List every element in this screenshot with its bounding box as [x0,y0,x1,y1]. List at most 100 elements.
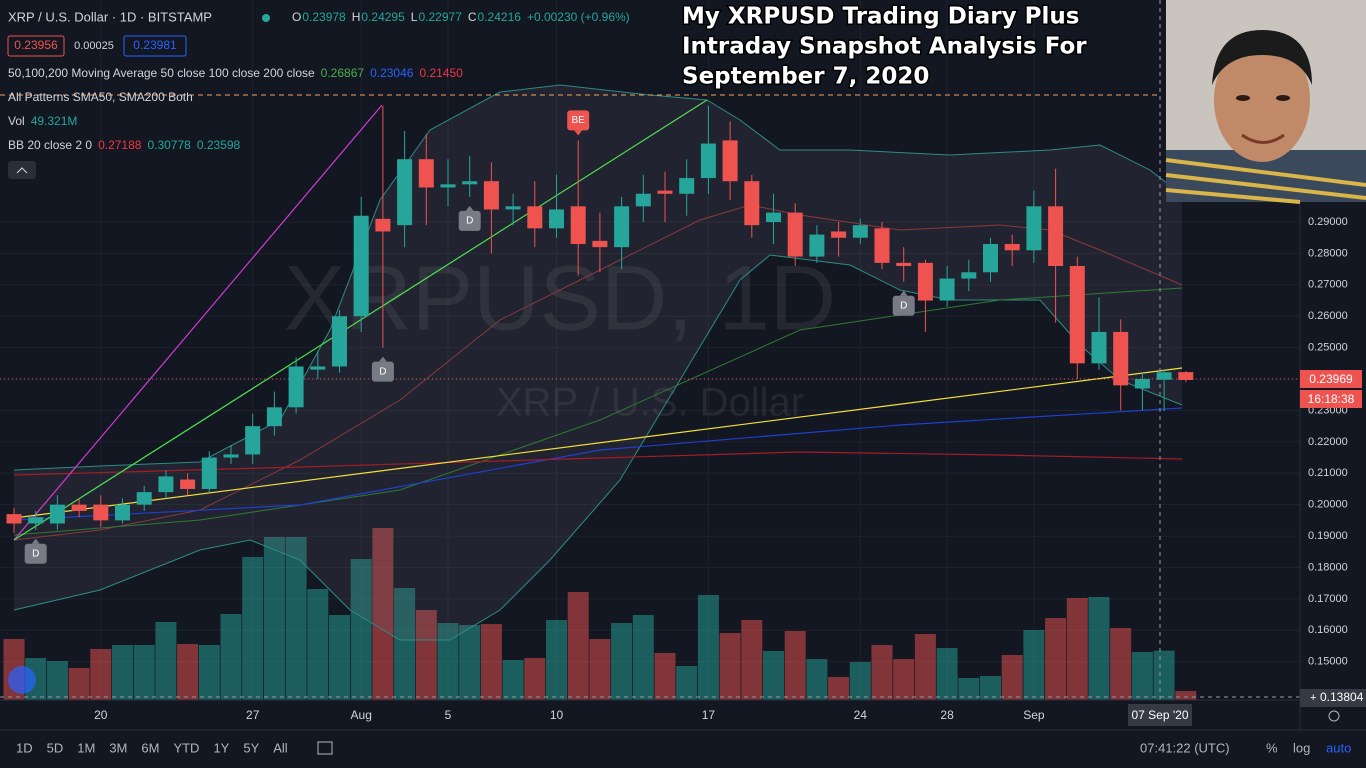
volume-bar [546,620,567,700]
y-tick-label: 0.18000 [1308,561,1348,573]
volume-bar [198,645,220,700]
pattern-marker[interactable] [24,543,47,564]
log-toggle[interactable]: log [1293,740,1310,755]
candle-body [766,212,781,223]
candle-body [1026,206,1042,251]
candle-body [744,181,760,226]
volume-bar [871,645,893,700]
candle-body [614,206,630,248]
candle-body [93,504,109,521]
candle-body [180,479,196,489]
watermark-name: XRP / U.S. Dollar [496,381,804,425]
volume-bar [611,623,633,700]
candle-body [983,244,998,273]
bid-box[interactable] [7,35,65,57]
candle-body [657,190,673,194]
compare-icon[interactable] [317,741,333,755]
watermark-symbol: XRPUSD, 1D [284,247,836,349]
volume-bar [459,625,481,700]
collapse-button[interactable] [8,161,36,179]
pattern-marker[interactable] [567,110,590,131]
candle-body [1113,331,1129,386]
indicator-value: 0.30778 [147,138,191,152]
volume-bar [68,668,90,700]
pattern-label: D [379,366,386,377]
volume-bar [263,537,285,700]
webcam-photo [1165,0,1366,204]
ohlc-value: 0.24216 [478,10,522,24]
bid: 0.23956 [14,38,58,52]
shirt-stripes [1165,158,1366,204]
volume-bar [1066,598,1088,700]
candle-body [266,407,282,427]
y-tick-label: 0.17000 [1308,593,1348,605]
logo[interactable] [8,666,36,694]
ohlc-label: C [468,10,477,24]
volume-bar [589,639,611,700]
range-button[interactable]: 5D [47,740,64,755]
volume-bar [676,666,698,700]
candle-body [440,184,456,188]
y-tick-label: 0.26000 [1308,310,1348,322]
range-button[interactable]: YTD [173,740,199,755]
pattern-label: BE [572,115,586,126]
bollinger-lower [13,254,1183,641]
candle-body [353,215,369,317]
candle-body [136,492,152,505]
volume-bar [632,615,654,700]
ohlc-value: +0.00230 (+0.96%) [527,10,630,24]
volume-bar [90,649,112,700]
pattern-label: D [32,548,39,559]
volume-bar [849,662,871,700]
candle-body [700,143,716,179]
volume-bar [1175,691,1197,700]
candle-body [6,514,22,524]
volume-bar [697,595,719,700]
volume-bar [112,645,133,700]
candle-body [49,504,65,524]
x-tick-label: Sep [1023,708,1045,722]
candle-body [570,206,586,245]
range-button[interactable]: 3M [109,740,127,755]
volume-bar [372,528,394,700]
trendline [13,99,708,541]
range-button[interactable]: 1Y [213,740,229,755]
pattern-label: D [900,300,907,311]
volume-bar [437,623,459,700]
plus[interactable]: + [1310,692,1316,704]
range-button[interactable]: All [273,740,288,755]
range-button[interactable]: 1M [77,740,95,755]
pattern-marker[interactable] [458,210,481,231]
range-button[interactable]: 1D [16,740,33,755]
pattern-label: D [466,216,473,227]
x-tick-label: 27 [246,708,260,722]
volume-bar [719,633,741,700]
volume-bar [763,651,784,700]
volume-bar [1088,597,1110,700]
percent-toggle[interactable]: % [1266,740,1278,755]
candle-body [223,454,239,458]
settings-icon[interactable] [1328,710,1340,722]
volume-bar [329,615,350,700]
candle-body [1004,244,1020,251]
volume-bar [1045,618,1067,700]
candle-body [483,181,499,210]
collapse-icon [16,167,28,174]
indicator-value: 0.26867 [321,66,365,80]
range-button[interactable]: 5Y [243,740,259,755]
pattern-marker[interactable] [371,361,394,382]
candle-body [1048,206,1064,266]
pattern-marker[interactable] [892,295,915,316]
indicator-name: Vol [8,114,25,128]
eye [1236,95,1250,101]
pattern-pointer [465,205,474,211]
auto-toggle[interactable]: auto [1326,740,1351,755]
volume-bar [980,676,1001,700]
range-button[interactable]: 6M [141,740,159,755]
y-tick-label: 0.28000 [1308,247,1348,259]
volume-bar [893,659,915,700]
x-tick-label: 17 [702,708,716,722]
ask-box[interactable] [123,35,187,57]
countdown-box [1300,390,1362,408]
